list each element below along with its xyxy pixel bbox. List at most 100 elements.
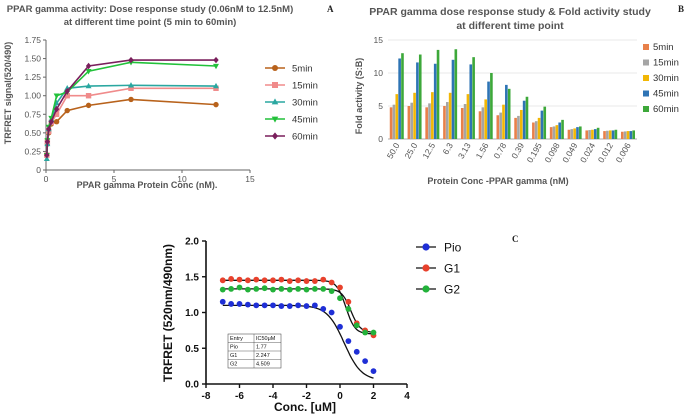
chart-b-bar-60min <box>490 73 493 139</box>
chart-a-point-30min <box>85 82 92 89</box>
chart-b-bar-60min <box>614 129 618 139</box>
chart-c-table-cell: 1.77 <box>256 345 267 351</box>
chart-b-bar-15min <box>552 126 556 139</box>
chart-b-bar-5min <box>549 127 553 139</box>
chart-b-bar-45min <box>416 62 419 139</box>
chart-c-point-G2 <box>286 286 293 293</box>
chart-b-bar-30min <box>626 131 630 139</box>
chart-c-point-Pio <box>311 302 318 309</box>
chart-b-bar-60min <box>543 106 547 139</box>
chart-c-point-G1 <box>295 277 302 284</box>
chart-a-line-60min <box>46 59 216 156</box>
chart-b-bar-30min <box>413 92 416 139</box>
chart-c-point-Pio <box>295 302 302 309</box>
chart-c-ytick-label: 0.0 <box>185 380 199 391</box>
chart-a-ylabel: TRFRET signal(520/490) <box>3 42 13 145</box>
chart-b-bar-5min <box>603 131 606 139</box>
chart-b-bar-15min <box>534 121 538 139</box>
chart-c-xtick-label: 4 <box>404 391 410 402</box>
chart-c-point-G1 <box>278 276 285 283</box>
chart-b-xtick-label: 0.049 <box>560 141 579 165</box>
chart-a-point-60min <box>48 118 55 125</box>
chart-c-point-G2 <box>328 288 335 294</box>
chart-a-legend-marker-45min <box>271 116 279 123</box>
chart-c-point-G2 <box>337 295 343 302</box>
chart-c-point-G2 <box>236 284 243 291</box>
chart-b-bar-5min <box>443 106 446 139</box>
chart-b-bar-5min <box>532 122 535 139</box>
chart-a-xtick-label: 0 <box>44 174 49 184</box>
chart-a-ytick-label: 1.00 <box>24 91 41 101</box>
chart-b-bar-5min <box>425 107 428 139</box>
chart-c-legend-marker-G1 <box>422 264 430 272</box>
chart-b-xtick-label: 0.024 <box>578 141 597 165</box>
chart-b-legend-swatch-5min <box>643 44 649 50</box>
chart-c-point-G2 <box>278 286 285 292</box>
chart-b-bar-45min <box>576 127 579 139</box>
chart-c-point-Pio <box>328 309 335 316</box>
chart-c-point-Pio <box>244 301 251 308</box>
chart-b-xtick-label: 0.195 <box>525 141 544 165</box>
chart-c-point-G1 <box>236 276 243 283</box>
panel-label-a: A <box>327 4 334 14</box>
chart-b-xtick-label: 0.098 <box>542 141 561 165</box>
chart-c-point-Pio <box>270 302 276 309</box>
chart-c-point-G1 <box>219 277 226 284</box>
chart-b-bar-5min <box>478 111 482 139</box>
chart-b-xtick-label: 12.5 <box>420 141 437 161</box>
chart-b-xtick-label: 6.3 <box>440 141 455 156</box>
chart-c-point-Pio <box>362 358 369 365</box>
chart-a-legend-label-5min: 5min <box>292 64 313 75</box>
chart-a-point-15min <box>53 111 60 117</box>
chart-b-bar-15min <box>517 115 520 139</box>
chart-a-ytick-label: 0.25 <box>24 146 41 156</box>
chart-b-title-line2: at different time point <box>456 20 564 32</box>
chart-c-point-G1 <box>253 276 260 283</box>
chart-a-point-30min <box>128 82 134 88</box>
chart-a-title-line2: at different time point (5 min to 60min) <box>64 17 237 28</box>
chart-b-bar-15min <box>499 112 502 139</box>
chart-a-point-15min <box>213 85 219 91</box>
chart-a-point-60min <box>85 62 92 70</box>
chart-b-ytick-label: 15 <box>374 35 384 45</box>
chart-c-point-Pio <box>219 298 226 305</box>
chart-a-point-60min <box>64 88 70 95</box>
chart-b-bar-5min <box>496 115 500 139</box>
chart-c-point-G2 <box>270 286 276 293</box>
chart-c-point-G2 <box>295 286 302 292</box>
chart-c-point-G1 <box>270 277 276 284</box>
chart-c-point-G2 <box>362 329 369 336</box>
chart-c-point-G1 <box>261 277 268 284</box>
chart-c-point-G1 <box>244 277 251 284</box>
chart-b-bar-15min <box>410 102 414 139</box>
chart-a-legend-label-15min: 15min <box>292 81 318 92</box>
chart-b-bar-45min <box>433 63 437 140</box>
chart-b-bar-5min <box>585 130 589 139</box>
chart-c-point-G1 <box>345 298 352 305</box>
chart-b-bar-45min <box>522 100 526 139</box>
chart-a-xtick-label: 5 <box>112 174 117 184</box>
chart-b-bar-60min <box>632 130 635 139</box>
chart-b-bar-15min <box>481 107 485 139</box>
chart-b-bar-60min <box>436 49 440 139</box>
chart-a-point-5min <box>53 119 60 125</box>
chart-b-bar-5min <box>389 107 393 139</box>
chart-b-bar-45min <box>487 81 490 139</box>
chart-a-point-45min <box>213 63 219 70</box>
chart-a-point-60min <box>128 56 134 64</box>
chart-b-bar-60min <box>418 54 422 139</box>
chart-c-ytick-label: 0.5 <box>185 344 199 355</box>
chart-a-point-5min <box>64 107 70 114</box>
chart-a-ytick-label: 0 <box>36 165 41 175</box>
chart-c-legend-label-G2: G2 <box>444 283 460 297</box>
chart-b-xtick-label: 0.006 <box>614 141 633 165</box>
chart-c-point-Pio <box>278 303 285 309</box>
chart-b-bar-45min <box>611 130 615 139</box>
chart-a-point-5min <box>128 96 134 103</box>
chart-b-xtick-label: 3.13 <box>456 141 473 161</box>
chart-c-point-Pio <box>353 348 360 355</box>
chart-b-legend-label-5min: 5min <box>653 42 674 53</box>
chart-c-point-Pio <box>370 368 377 375</box>
chart-a-point-5min <box>213 101 219 108</box>
